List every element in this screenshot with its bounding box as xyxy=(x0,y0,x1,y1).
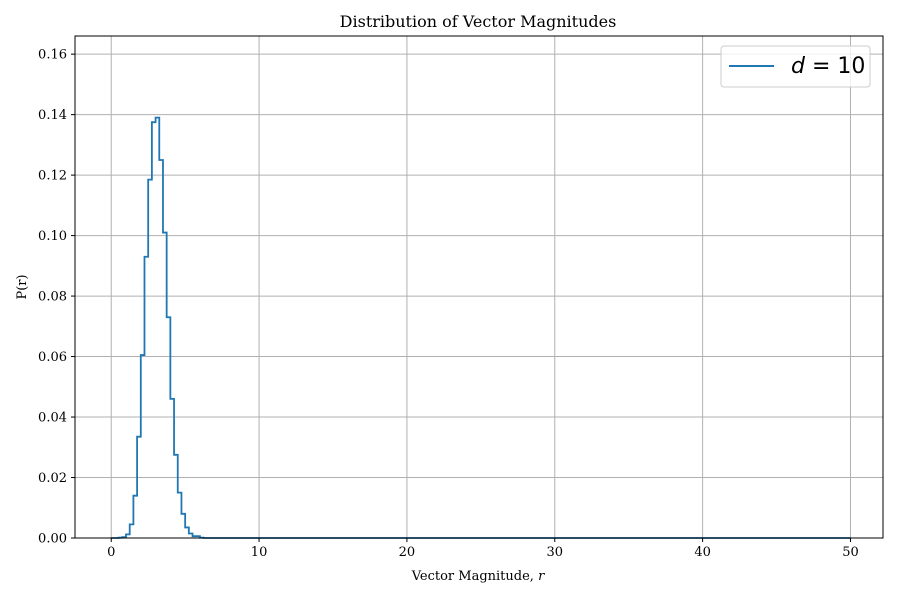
x-tick-label: 30 xyxy=(546,545,563,560)
x-tick-label: 20 xyxy=(399,545,416,560)
x-tick-label: 0 xyxy=(107,545,115,560)
y-tick-label: 0.02 xyxy=(38,471,67,486)
y-axis-ticks: 0.00 0.02 0.04 0.06 0.08 0.10 0.12 0.14 0.16 xyxy=(38,48,75,547)
y-axis-label: P(r) xyxy=(15,274,30,299)
x-axis-label: Vector Magnitude, r xyxy=(411,569,545,584)
x-tick-label: 10 xyxy=(251,545,268,560)
x-axis-label-text: Vector Magnitude, xyxy=(411,569,534,584)
y-tick-label: 0.12 xyxy=(38,169,67,184)
grid xyxy=(75,36,883,539)
legend: d = 10 xyxy=(720,45,871,88)
plot-frame xyxy=(74,35,884,539)
legend-label: d = 10 xyxy=(791,54,865,79)
y-tick-label: 0.08 xyxy=(38,290,67,305)
y-tick-label: 0.16 xyxy=(38,48,67,63)
legend-label-var: d xyxy=(791,54,806,79)
y-tick-label: 0.14 xyxy=(38,108,67,123)
x-axis-label-var: r xyxy=(538,569,545,584)
legend-box xyxy=(720,45,871,88)
x-axis-ticks: 0 10 20 30 40 50 xyxy=(107,538,859,560)
series-step-line xyxy=(111,116,851,539)
y-tick-label: 0.10 xyxy=(38,229,67,244)
y-tick-label: 0.04 xyxy=(38,411,67,426)
chart-title: Distribution of Vector Magnitudes xyxy=(340,12,617,31)
y-tick-label: 0.00 xyxy=(38,532,67,547)
series-layer xyxy=(111,116,851,539)
x-tick-label: 40 xyxy=(694,545,711,560)
legend-label-eq: = 10 xyxy=(805,54,865,79)
x-tick-label: 50 xyxy=(842,545,859,560)
y-tick-label: 0.06 xyxy=(38,350,67,365)
